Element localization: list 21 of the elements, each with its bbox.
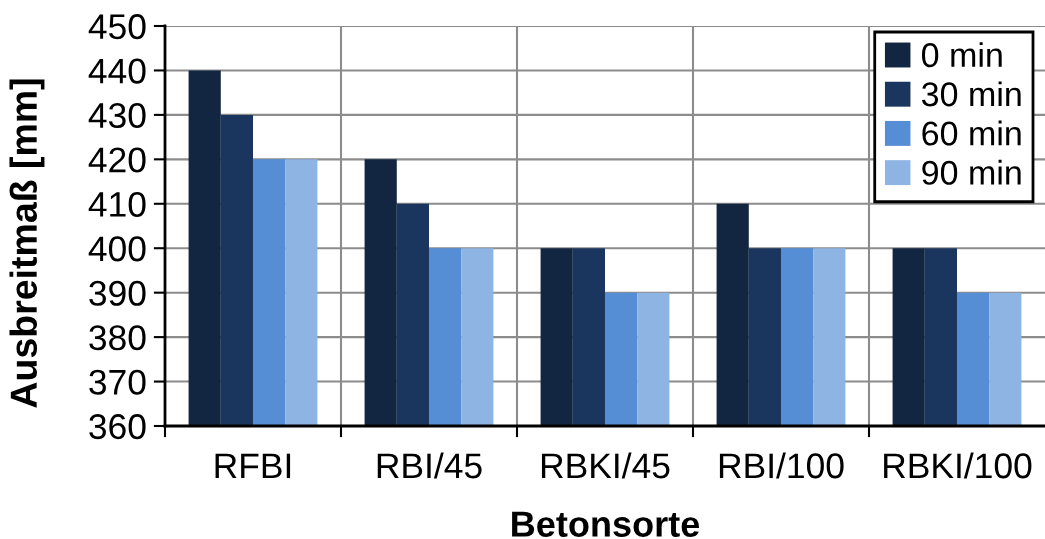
x-tick-label: RBI/45 (377, 452, 482, 479)
y-tick-label: 450 (88, 14, 146, 40)
legend-label: 60 min (922, 120, 1021, 146)
x-axis-title: Betonsorte (512, 511, 700, 537)
x-tick-label: RBKI/100 (884, 452, 1032, 479)
y-tick-label: 380 (89, 325, 146, 351)
y-tick-label: 410 (88, 191, 146, 217)
y-tick-label: 370 (89, 369, 146, 395)
y-tick-label: 360 (89, 414, 146, 440)
y-tick-label: 390 (89, 280, 146, 306)
legend-label: 30 min (921, 81, 1021, 107)
x-tick-label: RFBI (215, 453, 291, 479)
x-tick-label: RBI/100 (719, 452, 844, 479)
y-tick-label: 400 (88, 236, 146, 262)
x-tick-label: RBKI/45 (541, 452, 670, 479)
y-tick-label: 420 (88, 147, 146, 173)
legend-label: 90 min (922, 159, 1021, 185)
y-axis-title: Ausbreitmaß [mm] (9, 79, 45, 408)
y-tick-label: 430 (88, 102, 146, 129)
legend-label: 0 min (921, 42, 1002, 68)
y-tick-label: 440 (88, 58, 146, 84)
